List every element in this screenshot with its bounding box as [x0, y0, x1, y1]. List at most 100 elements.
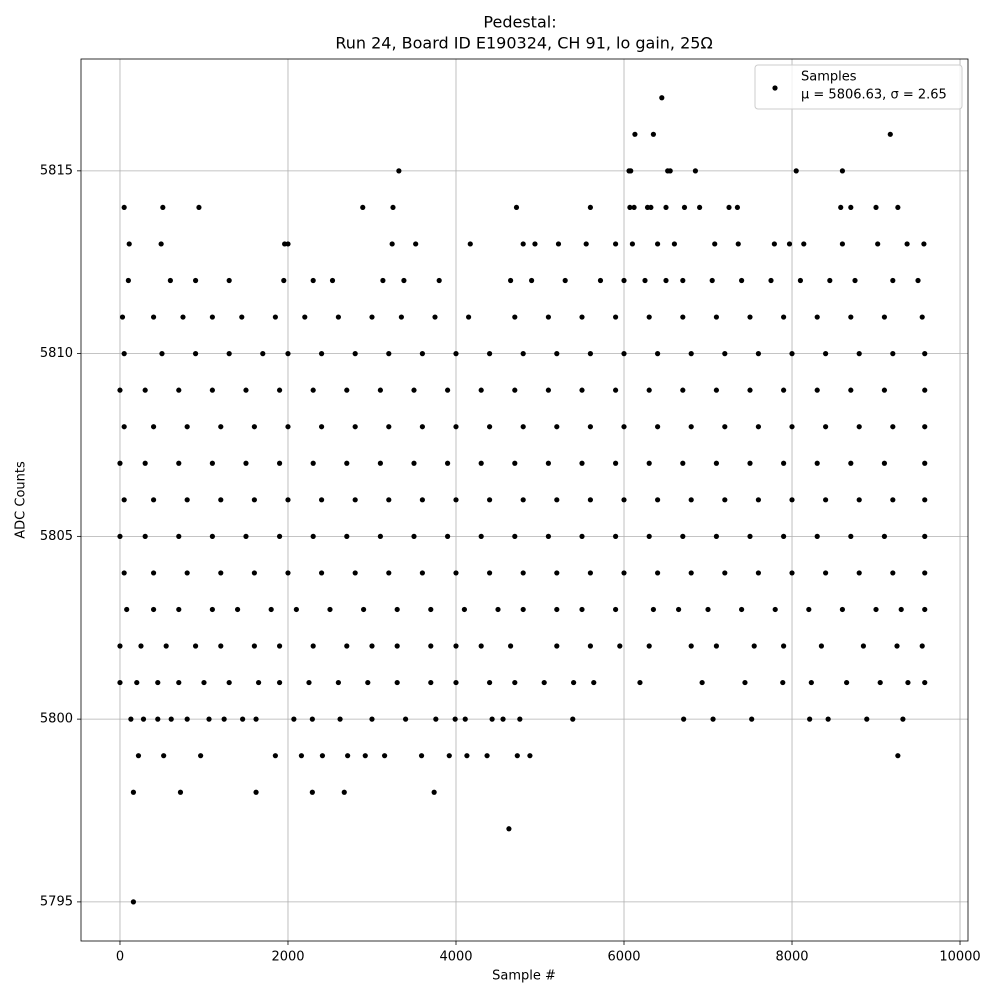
point	[680, 277, 686, 284]
point	[681, 204, 688, 211]
point	[243, 460, 249, 466]
point	[117, 387, 123, 393]
point	[873, 204, 879, 211]
point	[676, 606, 682, 613]
point	[680, 460, 686, 466]
point	[251, 497, 257, 503]
point	[276, 387, 283, 393]
point	[848, 533, 854, 539]
point	[545, 533, 551, 539]
point	[680, 533, 686, 539]
point	[747, 533, 753, 539]
point	[344, 387, 350, 393]
point	[613, 533, 619, 539]
point	[583, 241, 589, 247]
point	[389, 241, 395, 247]
point	[180, 314, 186, 320]
point	[260, 351, 266, 357]
point	[713, 387, 720, 393]
point	[150, 497, 157, 503]
point	[411, 460, 417, 466]
point	[898, 606, 904, 613]
point	[386, 424, 392, 430]
point	[176, 606, 182, 613]
point	[848, 314, 854, 320]
point	[168, 716, 174, 722]
point	[419, 570, 425, 576]
point	[209, 460, 215, 466]
point	[184, 497, 190, 503]
point	[464, 753, 470, 759]
point	[128, 716, 134, 722]
point	[900, 716, 906, 722]
point	[808, 679, 814, 686]
point	[130, 899, 137, 905]
point	[528, 277, 535, 284]
point	[506, 826, 512, 832]
point	[554, 497, 560, 503]
point	[726, 204, 732, 211]
point	[150, 314, 157, 320]
point	[650, 606, 657, 613]
point	[545, 314, 551, 320]
point	[512, 387, 518, 393]
point	[921, 241, 927, 247]
point	[919, 643, 925, 649]
point	[571, 679, 577, 686]
point	[562, 277, 568, 284]
point	[386, 351, 392, 357]
point	[587, 204, 594, 211]
point	[344, 643, 350, 649]
point	[688, 570, 694, 576]
point	[864, 716, 870, 722]
point	[671, 241, 678, 247]
point	[226, 679, 232, 686]
point	[646, 643, 652, 649]
point	[512, 533, 518, 539]
point	[646, 387, 652, 393]
point	[890, 424, 896, 430]
point	[253, 716, 259, 722]
point	[386, 570, 392, 576]
point	[500, 716, 506, 722]
point	[432, 314, 438, 320]
point	[243, 533, 249, 539]
point	[285, 570, 291, 576]
point	[747, 314, 753, 320]
x-tick-label: 10000	[939, 950, 980, 965]
point	[789, 497, 795, 503]
point	[545, 387, 551, 393]
x-tick-label: 4000	[439, 950, 472, 965]
point	[218, 424, 224, 430]
point	[801, 241, 807, 247]
point	[140, 716, 147, 722]
point	[369, 716, 375, 722]
point	[814, 460, 820, 466]
point	[922, 387, 928, 393]
point	[713, 533, 720, 539]
point	[276, 679, 283, 686]
point	[310, 643, 316, 649]
point	[915, 277, 921, 284]
point	[192, 351, 199, 357]
point	[786, 241, 793, 247]
point	[722, 424, 728, 430]
point	[629, 241, 636, 247]
point	[873, 606, 879, 613]
point	[281, 277, 287, 284]
point	[688, 643, 694, 649]
point	[390, 204, 396, 211]
point	[825, 716, 831, 722]
point	[419, 424, 425, 430]
point	[444, 460, 451, 466]
point	[318, 351, 325, 357]
point	[369, 314, 375, 320]
point	[341, 789, 347, 795]
point	[848, 204, 854, 211]
point	[789, 424, 795, 430]
point	[517, 716, 523, 722]
point	[121, 497, 127, 503]
point	[554, 570, 560, 576]
